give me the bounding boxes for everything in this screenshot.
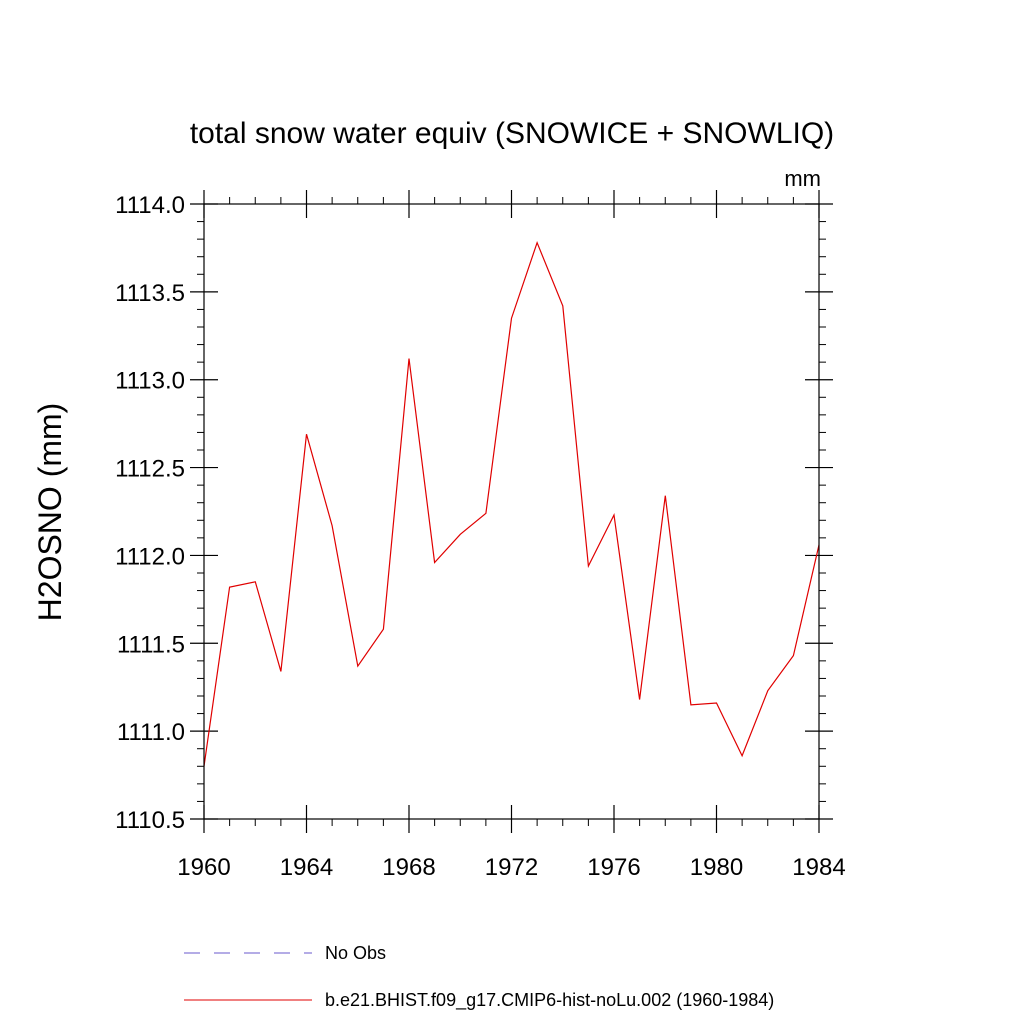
legend-label: No Obs [325,943,386,963]
y-tick-label: 1113.5 [115,280,185,307]
series-group [203,240,820,767]
series-line [203,240,820,767]
legend: No Obs b.e21.BHIST.f09_g17.CMIP6-hist-noL… [184,943,774,1011]
legend-label: b.e21.BHIST.f09_g17.CMIP6-hist-noLu.002 … [325,990,774,1011]
x-tick-label: 1972 [485,854,538,881]
x-tick-label: 1980 [690,854,743,881]
ticks-group: 1960 1964 1968 1972 1976 1980 1984 1110.5 1111.0… [115,190,846,881]
x-tick-label: 1984 [792,854,845,881]
y-tick-label: 1111.0 [117,719,185,746]
y-tick-label: 1111.5 [117,631,185,658]
y-tick-label: 1114.0 [115,192,185,219]
y-tick-label: 1112.5 [115,456,185,483]
y-tick-label: 1112.0 [115,543,185,570]
x-tick-label: 1960 [177,854,230,881]
plot-frame [203,203,820,820]
y-tick-label: 1113.0 [115,368,185,395]
y-axis-label: H2OSNO (mm) [32,403,68,622]
x-tick-label: 1964 [280,854,333,881]
chart-title: total snow water equiv (SNOWICE + SNOWLI… [190,117,834,150]
units-label: mm [784,166,821,191]
x-tick-label: 1968 [382,854,435,881]
x-tick-label: 1976 [587,854,640,881]
y-tick-label: 1110.5 [115,807,185,834]
